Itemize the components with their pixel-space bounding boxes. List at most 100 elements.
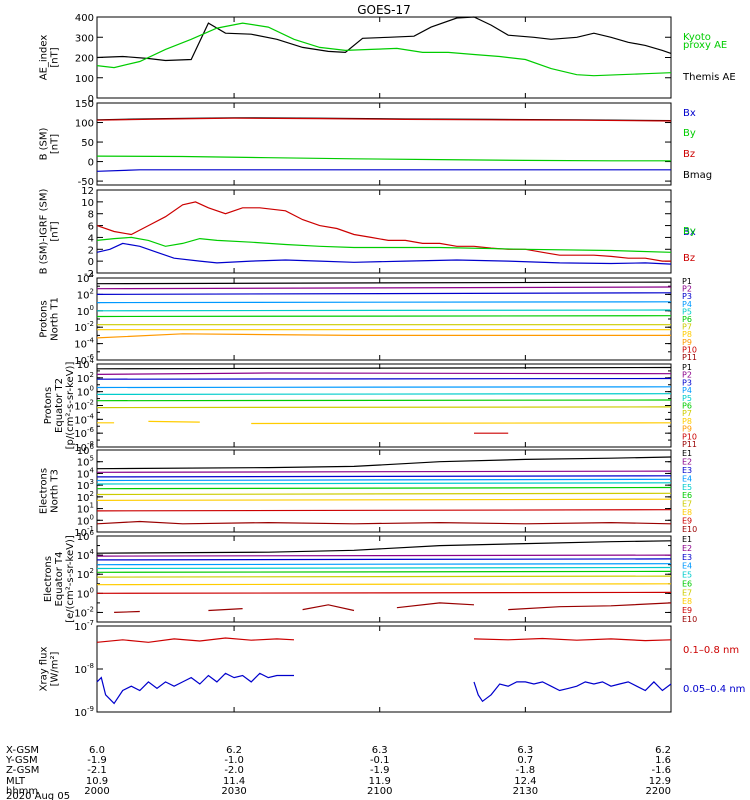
series-line-0-1-0-8-nm	[96, 637, 672, 643]
legend-item: E7	[682, 588, 692, 597]
series-line-e3	[96, 475, 672, 478]
series-line-e8	[96, 498, 672, 501]
series-line-p4	[96, 386, 672, 389]
y-axis-label: [nT]	[50, 221, 61, 241]
legend-item: P1	[682, 277, 692, 286]
y-tick-label: 0	[88, 94, 94, 105]
panel-frame	[96, 16, 672, 99]
y-axis-label: Protons	[43, 387, 54, 424]
x-tick-label: 6.3	[372, 745, 388, 756]
y-tick-label: 10-9	[74, 705, 94, 719]
legend-item: P11	[682, 353, 697, 362]
x-tick-label: 11.4	[223, 776, 245, 787]
x-tick-label: -1.6	[651, 765, 671, 776]
y-tick-label: 105	[77, 455, 94, 469]
y-axis-label: [W/m²]	[50, 651, 61, 686]
legend-item: P5	[682, 307, 692, 316]
y-axis-label: [p/(cm²-s-sr-keV)]	[65, 362, 76, 450]
panel-frame	[96, 535, 672, 623]
x-tick-label: 12.4	[514, 776, 536, 787]
x-tick-label: 6.2	[655, 745, 671, 756]
legend-item: E4	[682, 562, 692, 571]
y-tick-label: 200	[75, 54, 94, 65]
legend-item: P6	[682, 315, 692, 324]
y-tick-label: 102	[77, 287, 94, 301]
y-tick-label: 106	[77, 443, 95, 457]
panel-xray: 10-7 10-8 10-9 Xray flux [W/m²] 0.1–0.8 nm 0.0…	[39, 619, 746, 719]
y-tick-label: 10-6	[74, 426, 94, 440]
series-line-e6	[96, 570, 672, 573]
series-line-bz	[96, 201, 671, 262]
series-line-kyoto-proxy-ae	[96, 22, 672, 77]
series-line-0-05-0-4-nm	[96, 672, 672, 705]
panel-frame	[96, 102, 672, 186]
y-tick-label: 10-2	[74, 605, 94, 619]
panel-e_equator: 106 104 102 100 10-2 Electrons Equator T4 [e/(c…	[43, 529, 697, 624]
series-line-p9	[96, 333, 671, 339]
x-axis-row-label: hhmm	[6, 786, 38, 797]
legend-item: E10	[682, 615, 697, 624]
y-axis-label: Equator T4	[54, 552, 65, 607]
series-line-e5	[96, 566, 672, 570]
series-line-by	[96, 155, 671, 162]
panel-frame	[96, 363, 672, 448]
series-line-e9	[96, 509, 672, 512]
y-tick-label: 101	[77, 502, 94, 516]
legend-item: Kyoto	[683, 32, 711, 43]
y-tick-label: 10-8	[74, 662, 94, 676]
x-axis-row-label: X-GSM	[6, 745, 39, 756]
x-tick-label: 1.6	[655, 755, 671, 766]
series-line-p3	[96, 292, 672, 295]
x-axis-row-label: Y-GSM	[5, 755, 38, 766]
series-line-bx	[96, 169, 671, 172]
y-axis-label: [nT]	[50, 134, 61, 154]
y-axis-label: AE_index	[39, 35, 50, 81]
y-tick-label: 100	[77, 385, 94, 399]
legend-item: P5	[682, 394, 692, 403]
series-line-p6	[96, 399, 672, 402]
legend-item: Bz	[683, 149, 695, 160]
legend-item: E5	[682, 571, 692, 580]
legend-item: P11	[682, 440, 697, 449]
x-tick-label: 2000	[84, 786, 109, 797]
series-line-e10	[96, 520, 672, 525]
legend-item: P9	[682, 425, 692, 434]
series-line-p5	[96, 393, 672, 395]
legend-item: Bx	[683, 108, 696, 119]
series-line-p3	[96, 377, 672, 380]
y-tick-label: 10-1	[74, 525, 94, 539]
series-line-p5	[96, 309, 672, 312]
series-line-bz	[96, 117, 672, 122]
legend-item: P6	[682, 402, 692, 411]
legend-item: By	[683, 128, 696, 139]
legend-item: E2	[682, 457, 692, 466]
legend-item: P8	[682, 417, 692, 426]
legend-item: E8	[682, 597, 692, 606]
legend-item: E1	[682, 449, 692, 458]
series-line-p1	[96, 366, 672, 370]
legend-item: E8	[682, 508, 692, 517]
legend-bsm: Bx By Bz Bmag	[683, 108, 712, 181]
x-tick-label: 6.0	[89, 745, 105, 756]
legend-item: P2	[682, 285, 692, 294]
series-line-p2	[96, 286, 672, 290]
x-tick-label: 10.9	[86, 776, 108, 787]
legend-item: Themis AE	[682, 72, 736, 83]
series-line-p7	[96, 406, 672, 409]
y-tick-label: 300	[75, 33, 94, 44]
y-tick-label: 0	[88, 257, 94, 268]
legend-item: P10	[682, 432, 697, 441]
legend-item: E3	[682, 553, 692, 562]
y-tick-label: 100	[77, 513, 94, 527]
panel-frame	[96, 449, 672, 533]
x-tick-label: -0.1	[370, 755, 390, 766]
x-tick-label: -1.0	[224, 755, 244, 766]
